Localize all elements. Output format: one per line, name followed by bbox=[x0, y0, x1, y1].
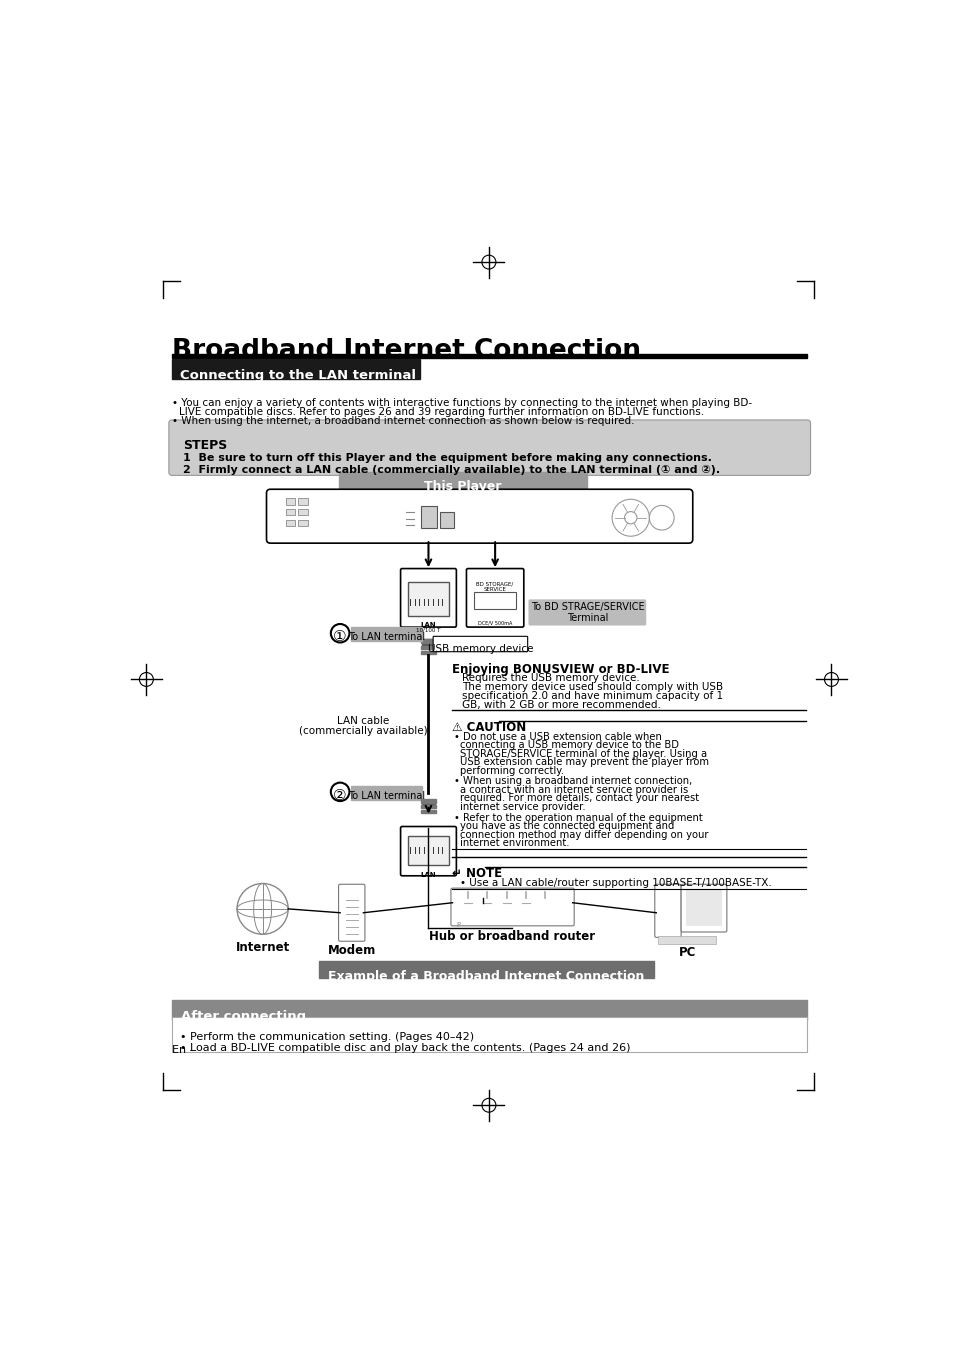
Bar bbox=[420, 645, 436, 648]
Text: GB, with 2 GB or more recommended.: GB, with 2 GB or more recommended. bbox=[461, 701, 660, 710]
Bar bbox=[439, 513, 454, 528]
Text: ②: ② bbox=[333, 788, 347, 803]
Text: ↵ NOTE: ↵ NOTE bbox=[452, 867, 502, 880]
Bar bbox=[420, 810, 436, 814]
Text: To LAN terminal: To LAN terminal bbox=[348, 632, 425, 643]
Text: LIVE compatible discs. Refer to pages 26 and 39 regarding further information on: LIVE compatible discs. Refer to pages 26… bbox=[179, 406, 703, 417]
Text: Example of a Broadband Internet Connection: Example of a Broadband Internet Connecti… bbox=[328, 969, 644, 983]
Text: Internet: Internet bbox=[235, 941, 290, 954]
Bar bbox=[420, 799, 436, 803]
Bar bbox=[298, 498, 307, 505]
Text: LAN: LAN bbox=[420, 872, 436, 878]
Bar bbox=[420, 640, 436, 643]
Bar bbox=[422, 799, 435, 807]
FancyBboxPatch shape bbox=[169, 420, 810, 475]
Bar bbox=[420, 805, 436, 809]
Text: DCE/V 500mA: DCE/V 500mA bbox=[477, 620, 512, 625]
Bar bbox=[420, 651, 436, 653]
Text: Requires the USB memory device.: Requires the USB memory device. bbox=[461, 672, 639, 683]
FancyBboxPatch shape bbox=[338, 884, 365, 941]
Text: • Use a LAN cable/router supporting 10BASE-T/100BASE-TX.: • Use a LAN cable/router supporting 10BA… bbox=[459, 878, 771, 888]
Text: connecting a USB memory device to the BD: connecting a USB memory device to the BD bbox=[459, 740, 679, 751]
Bar bbox=[319, 961, 654, 979]
Text: • When using a broadband internet connection,: • When using a broadband internet connec… bbox=[454, 776, 692, 787]
Text: connection method may differ depending on your: connection method may differ depending o… bbox=[459, 830, 708, 840]
Text: USB memory device: USB memory device bbox=[427, 644, 533, 653]
Bar bbox=[658, 936, 716, 944]
Text: LAN: LAN bbox=[420, 622, 436, 629]
FancyBboxPatch shape bbox=[400, 826, 456, 876]
Bar bbox=[298, 509, 307, 516]
FancyBboxPatch shape bbox=[654, 884, 680, 937]
FancyBboxPatch shape bbox=[266, 489, 692, 543]
Text: P: P bbox=[456, 922, 460, 927]
Text: (commercially available): (commercially available) bbox=[298, 726, 427, 736]
Bar bbox=[422, 640, 435, 647]
Text: you have as the connected equipment and: you have as the connected equipment and bbox=[459, 821, 674, 832]
Text: • Do not use a USB extension cable when: • Do not use a USB extension cable when bbox=[454, 732, 661, 741]
Bar bbox=[172, 354, 806, 358]
Text: STEPS: STEPS bbox=[183, 439, 227, 452]
Text: 2  Firmly connect a LAN cable (commercially available) to the LAN terminal (① an: 2 Firmly connect a LAN cable (commercial… bbox=[183, 464, 720, 475]
Bar bbox=[172, 1000, 806, 1019]
Bar bbox=[407, 836, 449, 865]
Text: 1  Be sure to turn off this Player and the equipment before making any connectio: 1 Be sure to turn off this Player and th… bbox=[183, 454, 711, 463]
Text: a contract with an internet service provider is: a contract with an internet service prov… bbox=[459, 784, 688, 795]
Text: USB extension cable may prevent the player from: USB extension cable may prevent the play… bbox=[459, 757, 708, 767]
Text: • Perform the communication setting. (Pages 40–42): • Perform the communication setting. (Pa… bbox=[179, 1033, 474, 1042]
Text: BD STORAGE/
SERVICE: BD STORAGE/ SERVICE bbox=[476, 582, 514, 593]
Text: LAN cable: LAN cable bbox=[337, 717, 389, 726]
Text: • Refer to the operation manual of the equipment: • Refer to the operation manual of the e… bbox=[454, 813, 702, 822]
Text: Broadband Internet Connection: Broadband Internet Connection bbox=[172, 338, 640, 363]
Text: performing correctly.: performing correctly. bbox=[459, 765, 563, 776]
Text: To BD STRAGE/SERVICE
Terminal: To BD STRAGE/SERVICE Terminal bbox=[530, 602, 643, 624]
FancyBboxPatch shape bbox=[400, 568, 456, 628]
FancyBboxPatch shape bbox=[528, 599, 645, 625]
Bar bbox=[172, 1017, 806, 1052]
Bar bbox=[421, 506, 436, 528]
Bar bbox=[474, 591, 516, 609]
Text: ①: ① bbox=[333, 629, 347, 644]
Text: ⚠ CAUTION: ⚠ CAUTION bbox=[452, 721, 526, 734]
Text: Connecting to the LAN terminal: Connecting to the LAN terminal bbox=[179, 369, 416, 382]
FancyBboxPatch shape bbox=[680, 884, 726, 931]
Text: This Player: This Player bbox=[423, 481, 500, 493]
Bar bbox=[172, 359, 419, 379]
Text: Enjoying BONUSVIEW or BD-LIVE: Enjoying BONUSVIEW or BD-LIVE bbox=[452, 663, 669, 675]
Bar bbox=[351, 786, 422, 799]
Text: En -: En - bbox=[172, 1045, 193, 1056]
Text: • You can enjoy a variety of contents with interactive functions by connecting t: • You can enjoy a variety of contents wi… bbox=[172, 398, 751, 408]
Text: STORAGE/SERVICE terminal of the player. Using a: STORAGE/SERVICE terminal of the player. … bbox=[459, 749, 706, 759]
Bar bbox=[685, 891, 721, 926]
Text: 10/100 T: 10/100 T bbox=[416, 628, 440, 632]
Text: specification 2.0 and have minimum capacity of 1: specification 2.0 and have minimum capac… bbox=[461, 691, 722, 701]
Text: The memory device used should comply with USB: The memory device used should comply wit… bbox=[461, 682, 722, 691]
Text: internet service provider.: internet service provider. bbox=[459, 802, 585, 811]
Text: Hub or broadband router: Hub or broadband router bbox=[429, 930, 595, 944]
Text: To LAN terminal: To LAN terminal bbox=[348, 791, 425, 801]
Text: required. For more details, contact your nearest: required. For more details, contact your… bbox=[459, 794, 699, 803]
Text: After connecting: After connecting bbox=[181, 1010, 306, 1023]
Bar bbox=[351, 628, 422, 641]
Text: PC: PC bbox=[678, 946, 696, 958]
Circle shape bbox=[331, 624, 349, 643]
FancyBboxPatch shape bbox=[433, 636, 527, 652]
FancyBboxPatch shape bbox=[451, 888, 574, 926]
Text: • Load a BD-LIVE compatible disc and play back the contents. (Pages 24 and 26): • Load a BD-LIVE compatible disc and pla… bbox=[179, 1044, 630, 1053]
Bar bbox=[407, 582, 449, 617]
Text: internet environment.: internet environment. bbox=[459, 838, 569, 848]
Text: Modem: Modem bbox=[327, 944, 375, 957]
FancyBboxPatch shape bbox=[466, 568, 523, 628]
Circle shape bbox=[331, 783, 349, 801]
Text: • When using the internet, a broadband internet connection as shown below is req: • When using the internet, a broadband i… bbox=[172, 416, 634, 427]
Bar bbox=[338, 471, 586, 489]
Bar bbox=[286, 509, 294, 516]
Bar bbox=[298, 520, 307, 526]
Bar bbox=[286, 520, 294, 526]
Bar bbox=[286, 498, 294, 505]
